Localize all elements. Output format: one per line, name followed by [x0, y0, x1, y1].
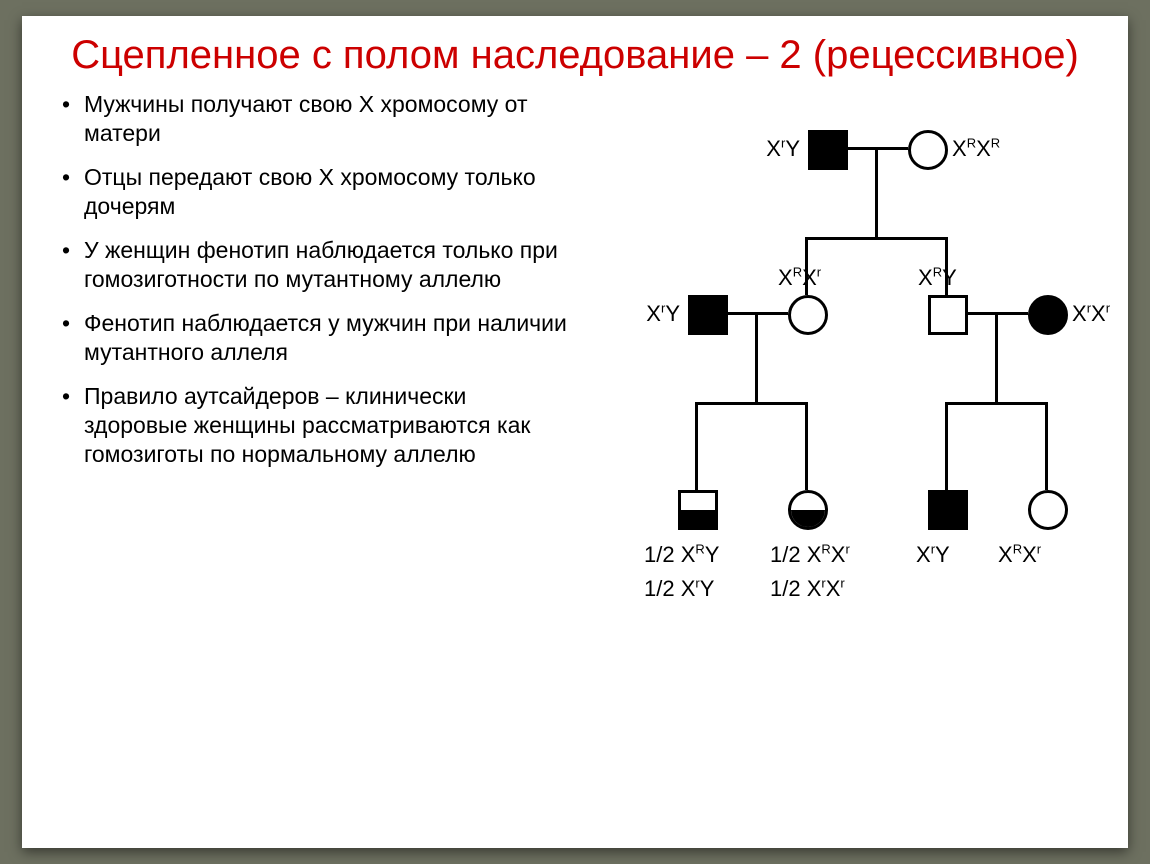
- pedigree-line: [945, 402, 1045, 405]
- male-symbol: [688, 295, 728, 335]
- bullet-item: У женщин фенотип наблюдается только при …: [58, 236, 568, 295]
- pedigree-line: [805, 237, 945, 240]
- male-symbol: [678, 490, 718, 530]
- genotype-ratio-label: 1/2 XrXr: [770, 576, 845, 602]
- genotype-ratio-label: XRXr: [998, 542, 1041, 568]
- female-symbol: [1028, 490, 1068, 530]
- genotype-ratio-label: 1/2 XRXr: [770, 542, 850, 568]
- bullet-list: Мужчины получают свою Х хромосому от мат…: [58, 90, 578, 730]
- pedigree-line: [695, 402, 698, 490]
- bullet-item: Мужчины получают свою Х хромосому от мат…: [58, 90, 568, 149]
- male-symbol: [928, 295, 968, 335]
- male-symbol: [808, 130, 848, 170]
- slide-title: Сцепленное с полом наследование – 2 (рец…: [22, 16, 1128, 84]
- genotype-label: XRXR: [952, 136, 1000, 162]
- pedigree-line: [805, 402, 808, 490]
- genotype-label: XrY: [740, 136, 800, 162]
- female-symbol: [1028, 295, 1068, 335]
- female-symbol: [788, 490, 828, 530]
- pedigree-line: [945, 402, 948, 490]
- pedigree-line: [695, 402, 805, 405]
- genotype-label: XRY: [918, 265, 957, 291]
- female-symbol: [788, 295, 828, 335]
- slide-body: Мужчины получают свою Х хромосому от мат…: [22, 84, 1128, 730]
- bullet-item: Фенотип наблюдается у мужчин при наличии…: [58, 309, 568, 368]
- bullet-item: Правило аутсайдеров – клинически здоровы…: [58, 382, 568, 470]
- bullet-item: Отцы передают свою Х хромосому только до…: [58, 163, 568, 222]
- slide-frame: Сцепленное с полом наследование – 2 (рец…: [22, 16, 1128, 848]
- pedigree-line: [755, 312, 758, 402]
- pedigree-line: [995, 312, 998, 402]
- genotype-label: XRXr: [778, 265, 821, 291]
- pedigree-line: [1045, 402, 1048, 490]
- genotype-ratio-label: XrY: [916, 542, 950, 568]
- genotype-ratio-label: 1/2 XrY: [644, 576, 714, 602]
- pedigree-line: [875, 147, 878, 237]
- genotype-label: XrXr: [1072, 301, 1110, 327]
- female-symbol: [908, 130, 948, 170]
- pedigree-diagram: XrY XRXR XRXr XRY XrY XrXr 1/2 XRY 1/2 XrY 1/2 X…: [578, 90, 1110, 730]
- genotype-ratio-label: 1/2 XRY: [644, 542, 719, 568]
- genotype-label: XrY: [620, 301, 680, 327]
- male-symbol: [928, 490, 968, 530]
